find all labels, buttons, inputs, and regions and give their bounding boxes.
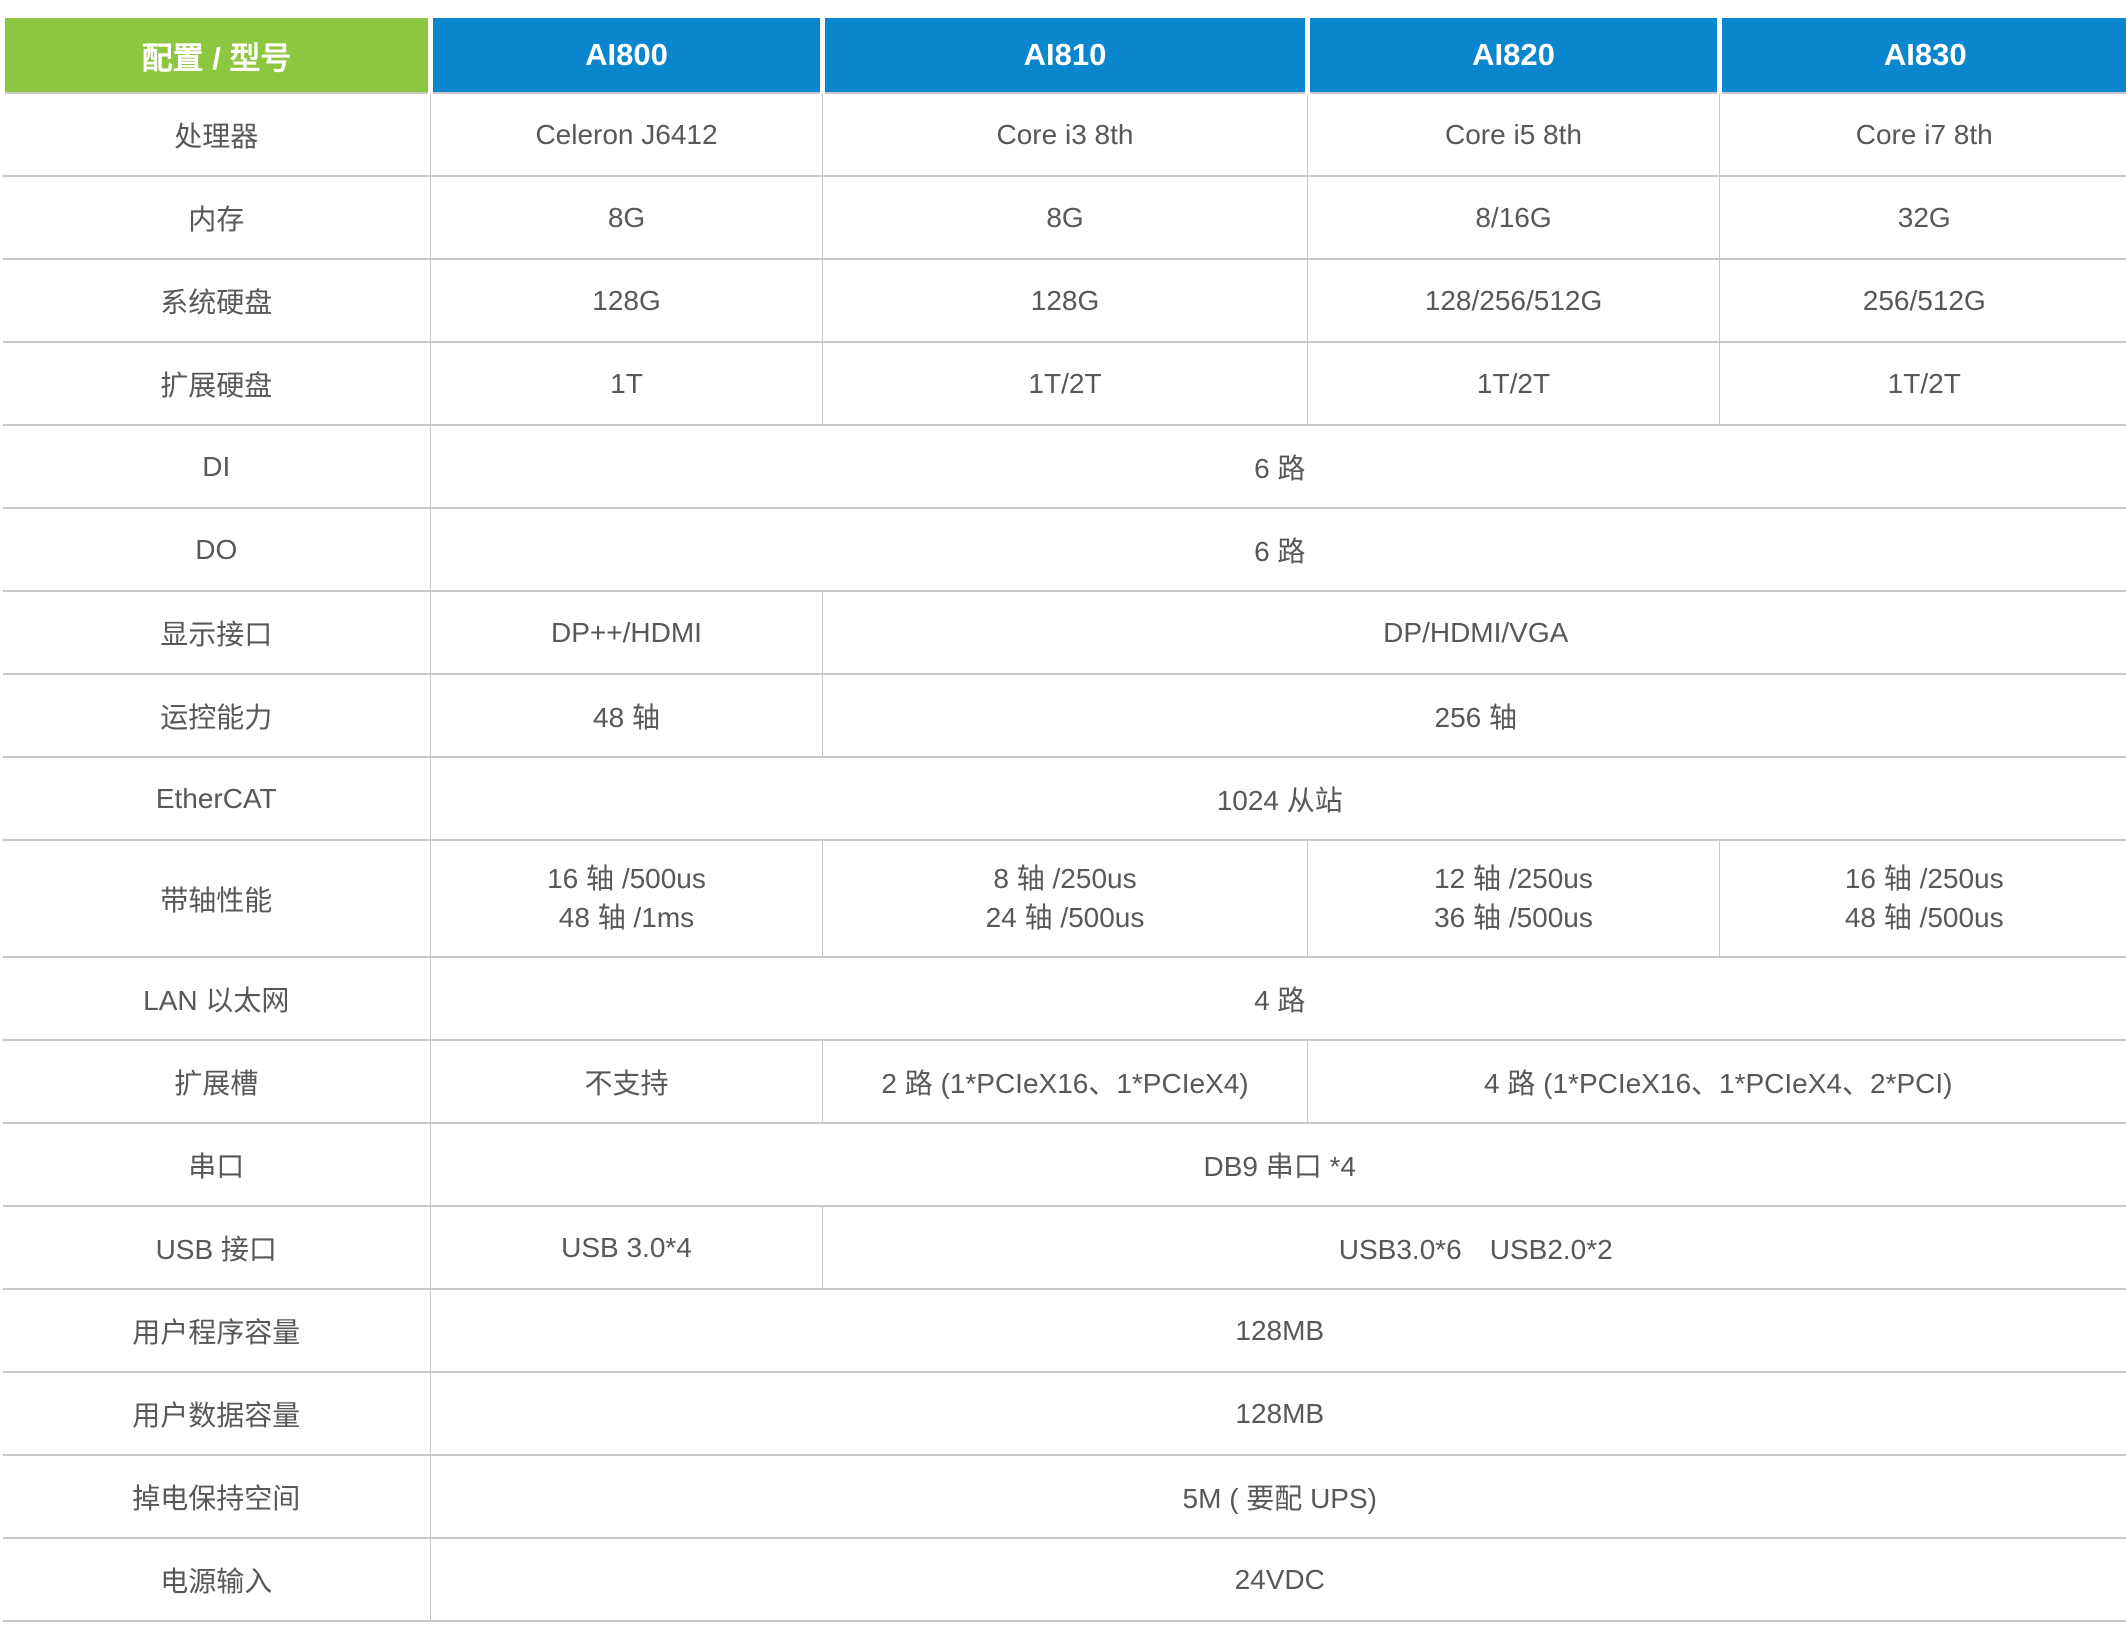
cell-di-all: 6 路 [431, 425, 2126, 508]
row-axisperf: 带轴性能 16 轴 /500us 48 轴 /1ms 8 轴 /250us 24… [3, 840, 2126, 957]
cell-ram-ai800: 8G [431, 176, 823, 259]
axisperf-ai810-line1: 8 轴 /250us [829, 860, 1301, 899]
row-lan-label: LAN 以太网 [3, 957, 431, 1040]
axisperf-ai800-line2: 48 轴 /1ms [437, 899, 816, 938]
spec-table-page: 配置 / 型号 AI800 AI810 AI820 AI830 处理器 Cele… [0, 18, 2126, 1622]
cell-ram-ai810: 8G [823, 176, 1308, 259]
cell-sysdisk-ai820: 128/256/512G [1308, 259, 1720, 342]
cell-expdisk-ai810: 1T/2T [823, 342, 1308, 425]
cell-serial-all: DB9 串口 *4 [431, 1123, 2126, 1206]
cell-lan-all: 4 路 [431, 957, 2126, 1040]
row-cpu: 处理器 Celeron J6412 Core i3 8th Core i5 8t… [3, 93, 2126, 176]
axisperf-ai820-line1: 12 轴 /250us [1314, 860, 1713, 899]
row-usb: USB 接口 USB 3.0*4 USB3.0*6 USB2.0*2 [3, 1206, 2126, 1289]
row-ethercat-label: EtherCAT [3, 757, 431, 840]
cell-axisperf-ai810: 8 轴 /250us 24 轴 /500us [823, 840, 1308, 957]
header-ai810: AI810 [823, 18, 1308, 93]
cell-axisperf-ai830: 16 轴 /250us 48 轴 /500us [1720, 840, 2126, 957]
row-slots-label: 扩展槽 [3, 1040, 431, 1123]
cell-expdisk-ai800: 1T [431, 342, 823, 425]
cell-do-all: 6 路 [431, 508, 2126, 591]
axisperf-ai830-line2: 48 轴 /500us [1726, 899, 2123, 938]
row-serial-label: 串口 [3, 1123, 431, 1206]
row-power-label: 电源输入 [3, 1538, 431, 1621]
cell-cpu-ai830: Core i7 8th [1720, 93, 2126, 176]
axisperf-ai820-line2: 36 轴 /500us [1314, 899, 1713, 938]
row-sysdisk-label: 系统硬盘 [3, 259, 431, 342]
row-expdisk: 扩展硬盘 1T 1T/2T 1T/2T 1T/2T [3, 342, 2126, 425]
header-config-model: 配置 / 型号 [3, 18, 431, 93]
row-sysdisk: 系统硬盘 128G 128G 128/256/512G 256/512G [3, 259, 2126, 342]
cell-expdisk-ai830: 1T/2T [1720, 342, 2126, 425]
cell-expdisk-ai820: 1T/2T [1308, 342, 1720, 425]
cell-display-ai800: DP++/HDMI [431, 591, 823, 674]
cell-power-all: 24VDC [431, 1538, 2126, 1621]
model-spec-table: 配置 / 型号 AI800 AI810 AI820 AI830 处理器 Cele… [0, 18, 2126, 1622]
cell-axisperf-ai820: 12 轴 /250us 36 轴 /500us [1308, 840, 1720, 957]
axisperf-ai800-line1: 16 轴 /500us [437, 860, 816, 899]
cell-cpu-ai820: Core i5 8th [1308, 93, 1720, 176]
row-ram: 内存 8G 8G 8/16G 32G [3, 176, 2126, 259]
row-display: 显示接口 DP++/HDMI DP/HDMI/VGA [3, 591, 2126, 674]
cell-slots-ai820-830: 4 路 (1*PCIeX16、1*PCIeX4、2*PCI) [1308, 1040, 2126, 1123]
row-motion: 运控能力 48 轴 256 轴 [3, 674, 2126, 757]
cell-usb-ai800: USB 3.0*4 [431, 1206, 823, 1289]
cell-sysdisk-ai810: 128G [823, 259, 1308, 342]
cell-motion-ai800: 48 轴 [431, 674, 823, 757]
cell-userprog-all: 128MB [431, 1289, 2126, 1372]
row-di: DI 6 路 [3, 425, 2126, 508]
row-userdata-label: 用户数据容量 [3, 1372, 431, 1455]
row-do-label: DO [3, 508, 431, 591]
cell-usb-ai810-830: USB3.0*6 USB2.0*2 [823, 1206, 2126, 1289]
row-ram-label: 内存 [3, 176, 431, 259]
row-serial: 串口 DB9 串口 *4 [3, 1123, 2126, 1206]
header-ai800: AI800 [431, 18, 823, 93]
row-di-label: DI [3, 425, 431, 508]
header-ai830: AI830 [1720, 18, 2126, 93]
row-axisperf-label: 带轴性能 [3, 840, 431, 957]
axisperf-ai830-line1: 16 轴 /250us [1726, 860, 2123, 899]
row-userdata: 用户数据容量 128MB [3, 1372, 2126, 1455]
cell-cpu-ai810: Core i3 8th [823, 93, 1308, 176]
row-slots: 扩展槽 不支持 2 路 (1*PCIeX16、1*PCIeX4) 4 路 (1*… [3, 1040, 2126, 1123]
cell-sysdisk-ai830: 256/512G [1720, 259, 2126, 342]
cell-slots-ai800: 不支持 [431, 1040, 823, 1123]
cell-userdata-all: 128MB [431, 1372, 2126, 1455]
cell-sysdisk-ai800: 128G [431, 259, 823, 342]
axisperf-ai810-line2: 24 轴 /500us [829, 899, 1301, 938]
cell-ethercat-all: 1024 从站 [431, 757, 2126, 840]
cell-axisperf-ai800: 16 轴 /500us 48 轴 /1ms [431, 840, 823, 957]
cell-ram-ai820: 8/16G [1308, 176, 1720, 259]
cell-cpu-ai800: Celeron J6412 [431, 93, 823, 176]
row-do: DO 6 路 [3, 508, 2126, 591]
row-display-label: 显示接口 [3, 591, 431, 674]
cell-ram-ai830: 32G [1720, 176, 2126, 259]
row-usb-label: USB 接口 [3, 1206, 431, 1289]
header-row: 配置 / 型号 AI800 AI810 AI820 AI830 [3, 18, 2126, 93]
row-expdisk-label: 扩展硬盘 [3, 342, 431, 425]
row-motion-label: 运控能力 [3, 674, 431, 757]
row-cpu-label: 处理器 [3, 93, 431, 176]
row-lan: LAN 以太网 4 路 [3, 957, 2126, 1040]
cell-slots-ai810: 2 路 (1*PCIeX16、1*PCIeX4) [823, 1040, 1308, 1123]
header-ai820: AI820 [1308, 18, 1720, 93]
row-userprog: 用户程序容量 128MB [3, 1289, 2126, 1372]
cell-retain-all: 5M ( 要配 UPS) [431, 1455, 2126, 1538]
cell-display-ai810-830: DP/HDMI/VGA [823, 591, 2126, 674]
row-retain-label: 掉电保持空间 [3, 1455, 431, 1538]
row-power: 电源输入 24VDC [3, 1538, 2126, 1621]
row-retain: 掉电保持空间 5M ( 要配 UPS) [3, 1455, 2126, 1538]
row-userprog-label: 用户程序容量 [3, 1289, 431, 1372]
cell-motion-ai810-830: 256 轴 [823, 674, 2126, 757]
row-ethercat: EtherCAT 1024 从站 [3, 757, 2126, 840]
